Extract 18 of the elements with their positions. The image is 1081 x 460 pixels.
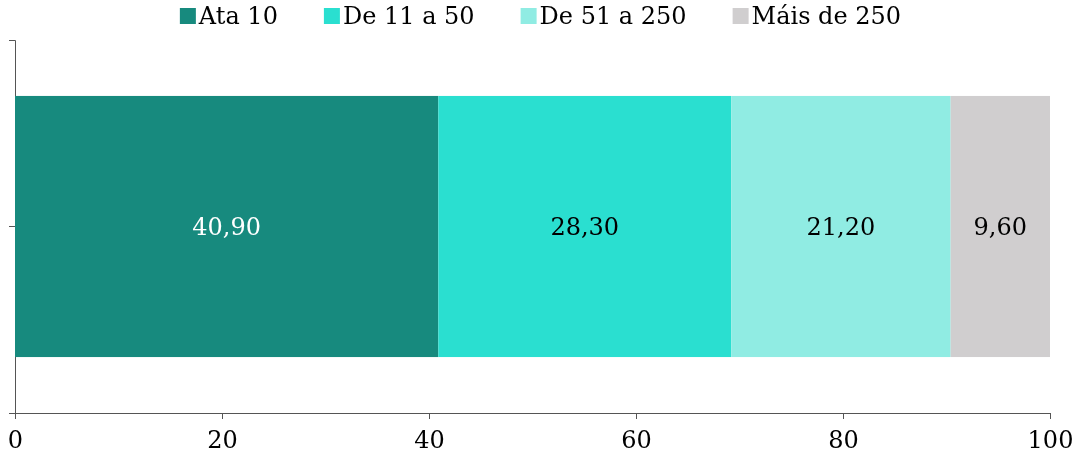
legend-label: De 51 a 250 [539,2,687,31]
x-tick-label: 80 [828,426,859,455]
bar [731,95,951,358]
data-label: 40,90 [192,212,262,241]
x-tick-label: 0 [7,426,24,455]
bar [438,95,732,358]
data-label: 21,20 [806,212,876,241]
x-tick-label: 20 [207,426,238,455]
bar [950,95,1050,358]
legend-label: Máis de 250 [751,2,902,31]
legend-label: Ata 10 [197,2,278,31]
x-tick-label: 60 [621,426,652,455]
bar [15,95,439,358]
x-tick-label: 100 [1027,426,1074,455]
legend-label: De 11 a 50 [342,2,475,31]
data-label: 28,30 [550,212,620,241]
x-tick-label: 40 [414,426,445,455]
data-label: 9,60 [973,212,1028,241]
